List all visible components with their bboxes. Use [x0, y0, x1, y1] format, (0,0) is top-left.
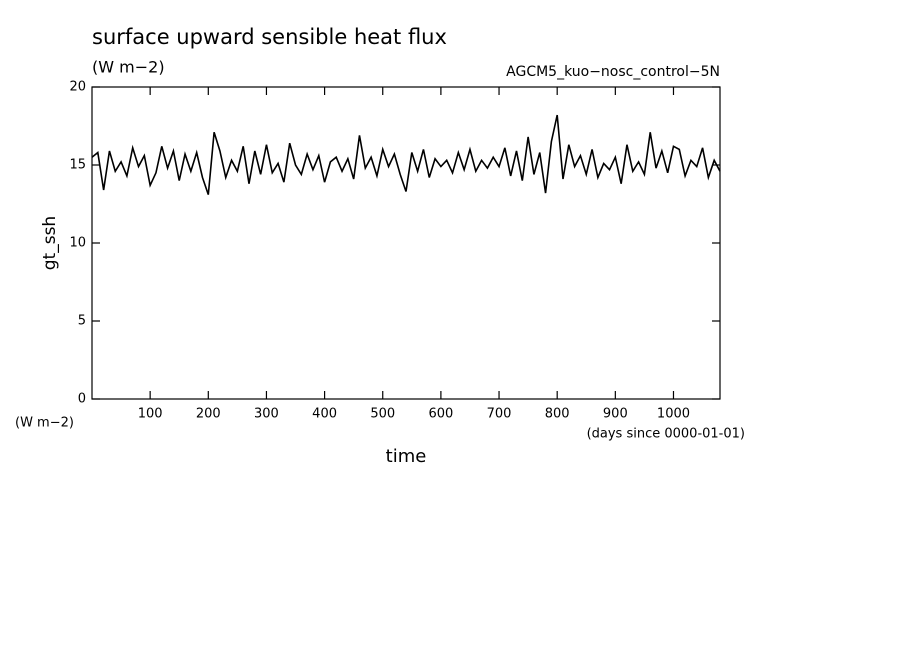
x-tick-label: 900: [603, 407, 628, 422]
data-line: [91, 114, 721, 195]
chart-subtitle: (W m−2): [92, 58, 165, 77]
y-tick-label: 20: [69, 80, 86, 95]
x-tick-label: 700: [487, 407, 512, 422]
x-tick-label: 200: [196, 407, 221, 422]
chart-title: surface upward sensible heat flux: [92, 25, 447, 49]
x-tick-label: 100: [138, 407, 163, 422]
annotation: AGCM5_kuo−nosc_control−5N: [506, 64, 720, 80]
x-tick-label: 400: [312, 407, 337, 422]
y-tick-label: 15: [69, 158, 86, 173]
y-tick-label: 10: [69, 236, 86, 251]
y-tick-label: 0: [78, 392, 86, 407]
x-tick-label: 500: [370, 407, 395, 422]
y-units: (W m−2): [15, 416, 74, 431]
x-units: (days since 0000-01-01): [587, 427, 745, 442]
y-axis-label: gt_ssh: [40, 216, 60, 270]
x-axis-label: time: [386, 446, 427, 467]
y-tick-label: 5: [78, 314, 86, 329]
x-tick-label: 800: [545, 407, 570, 422]
plot-frame: [91, 86, 721, 400]
x-tick-label: 300: [254, 407, 279, 422]
x-tick-label: 1000: [657, 407, 690, 422]
x-tick-label: 600: [428, 407, 453, 422]
